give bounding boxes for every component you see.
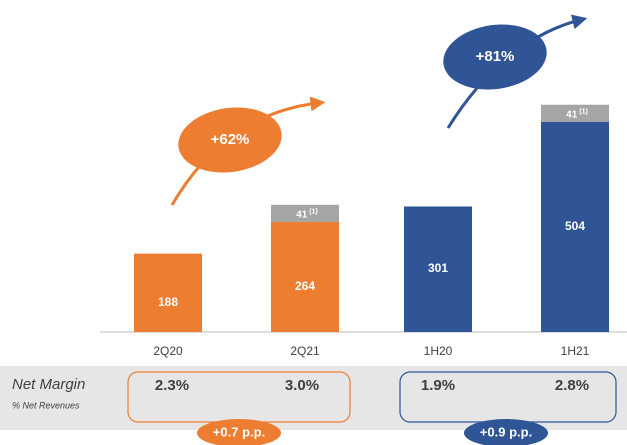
bar-value: 41 bbox=[296, 209, 308, 220]
bar bbox=[541, 121, 609, 332]
growth-label: +81% bbox=[476, 48, 515, 65]
growth-label: +62% bbox=[211, 131, 250, 148]
margin-label: Net Margin bbox=[12, 376, 85, 393]
bar bbox=[541, 104, 609, 122]
bar-value-label: 264 bbox=[295, 279, 315, 293]
growth-bubble bbox=[178, 107, 282, 173]
bar bbox=[134, 253, 202, 332]
bar-value: 41 bbox=[566, 109, 578, 120]
change-label: +0.9 p.p. bbox=[480, 424, 532, 439]
bar bbox=[271, 221, 339, 332]
bar-value: 504 bbox=[565, 219, 585, 233]
bar-value: 188 bbox=[158, 295, 178, 309]
bar-value-label: 504 bbox=[565, 219, 585, 233]
bar-value-label: 41 (1) bbox=[566, 108, 588, 120]
growth-bubble bbox=[443, 24, 547, 90]
margin-value: 3.0% bbox=[285, 377, 319, 394]
bar bbox=[404, 206, 472, 332]
x-tick-label: 2Q20 bbox=[153, 344, 183, 358]
bar-value: 264 bbox=[295, 279, 315, 293]
change-badge bbox=[464, 419, 548, 445]
margin-value: 2.3% bbox=[155, 377, 189, 394]
change-label: +0.7 p.p. bbox=[213, 424, 265, 439]
margin-value: 1.9% bbox=[421, 377, 455, 394]
margin-value: 2.8% bbox=[555, 377, 589, 394]
bar-value-label: 188 bbox=[158, 295, 178, 309]
bar bbox=[271, 204, 339, 222]
margin-band bbox=[0, 366, 627, 430]
bar-value: 301 bbox=[428, 261, 448, 275]
footnote-mark: (1) bbox=[579, 108, 588, 115]
x-tick-label: 1H21 bbox=[561, 344, 590, 358]
x-tick-label: 2Q21 bbox=[290, 344, 320, 358]
bar-value-label: 41 (1) bbox=[296, 208, 318, 220]
footnote-mark: (1) bbox=[309, 208, 318, 215]
margin-sublabel: % Net Revenues bbox=[12, 400, 80, 410]
change-badge bbox=[197, 419, 281, 445]
bar-value-label: 301 bbox=[428, 261, 448, 275]
x-tick-label: 1H20 bbox=[424, 344, 453, 358]
